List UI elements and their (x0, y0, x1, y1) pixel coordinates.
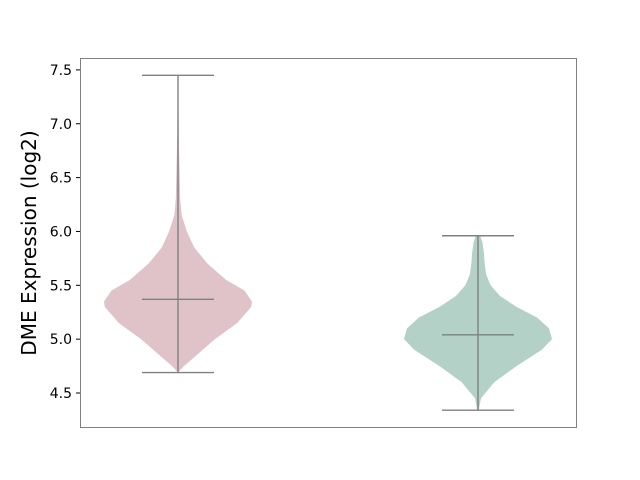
y-tick-label: 5.0 (50, 332, 72, 348)
y-tick-label: 6.0 (50, 224, 72, 240)
y-tick-label: 7.0 (50, 117, 72, 133)
y-axis-label: DME Expression (log2) (17, 130, 41, 355)
plot-frame (80, 58, 577, 428)
y-tick-label: 5.5 (50, 278, 72, 294)
y-tick-label: 6.5 (50, 171, 72, 187)
y-tick-label: 7.5 (50, 63, 72, 79)
y-tick-label: 4.5 (50, 386, 72, 402)
